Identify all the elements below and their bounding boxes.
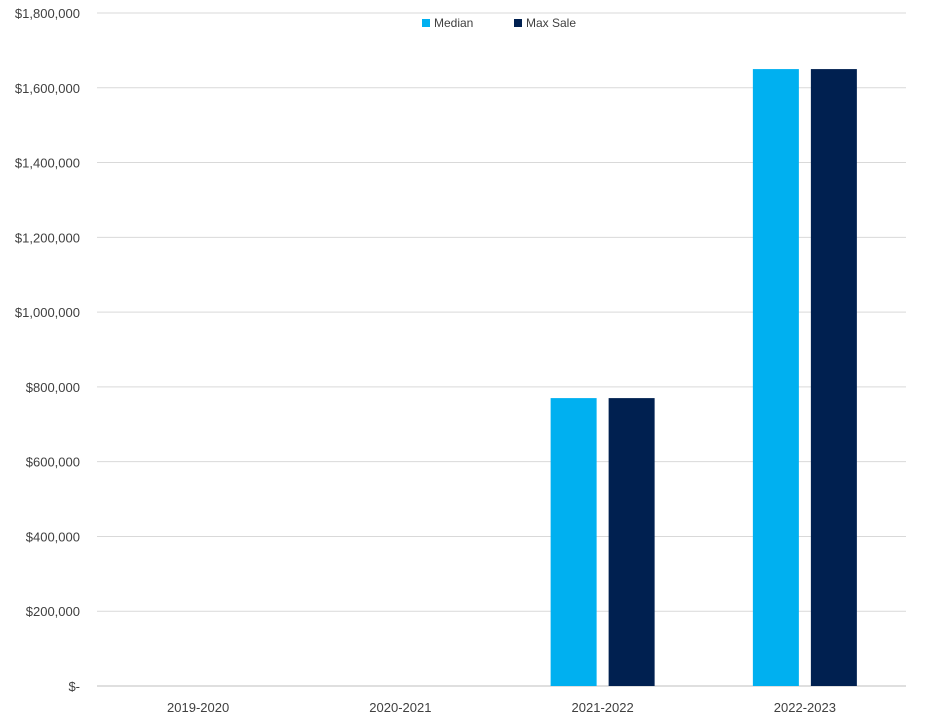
y-tick-label: $1,000,000 [15, 305, 80, 320]
legend-swatch-max-sale [514, 19, 522, 27]
y-tick-label: $- [68, 679, 80, 694]
x-tick-label: 2020-2021 [369, 700, 431, 715]
y-tick-label: $1,600,000 [15, 81, 80, 96]
bars [550, 69, 857, 687]
y-axis-ticks: $- $200,000 $400,000 $600,000 $800,000 $1,000… [15, 6, 80, 694]
bar-median [550, 398, 597, 686]
legend-swatch-median [422, 19, 430, 27]
y-tick-label: $200,000 [26, 604, 80, 619]
y-tick-label: $800,000 [26, 380, 80, 395]
x-tick-label: 2021-2022 [572, 700, 634, 715]
legend-label-max-sale: Max Sale [526, 16, 576, 30]
y-tick-label: $1,400,000 [15, 156, 80, 171]
bar-max-sale [810, 69, 857, 687]
x-tick-label: 2022-2023 [774, 700, 836, 715]
y-tick-label: $1,800,000 [15, 6, 80, 21]
y-tick-label: $600,000 [26, 455, 80, 470]
y-tick-label: $1,200,000 [15, 230, 80, 245]
legend: Median Max Sale [422, 16, 576, 30]
legend-label-median: Median [434, 16, 473, 30]
bar-median [752, 69, 799, 687]
bar-max-sale [608, 398, 655, 686]
x-tick-label: 2019-2020 [167, 700, 229, 715]
y-tick-label: $400,000 [26, 529, 80, 544]
gridlines [97, 12, 906, 687]
x-axis-ticks: 2019-2020 2020-2021 2021-2022 2022-2023 [167, 700, 836, 715]
